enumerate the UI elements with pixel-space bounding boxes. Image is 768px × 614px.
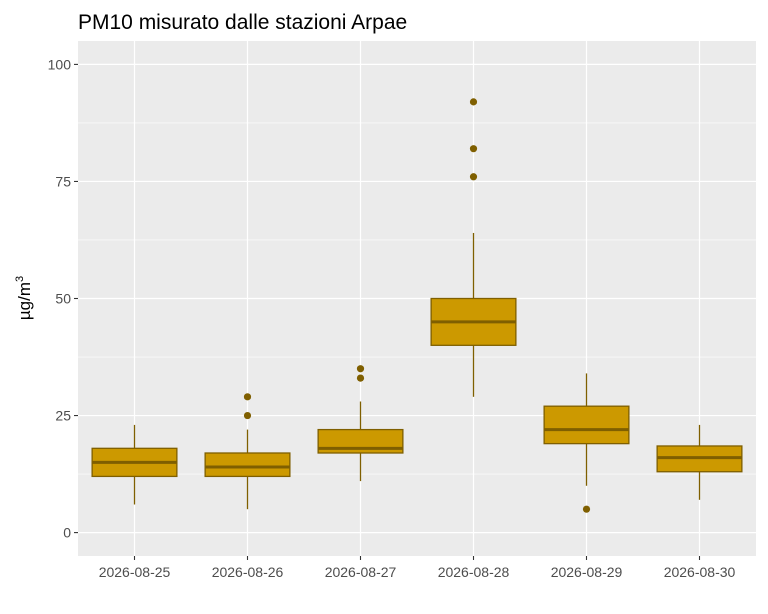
y-axis-title-superscript: 3 xyxy=(14,276,26,282)
x-tick-label: 2026-08-30 xyxy=(664,564,736,580)
x-tick-label: 2026-08-26 xyxy=(212,564,284,580)
y-axis-title: µg/m3 xyxy=(14,276,34,320)
y-tick-label: 100 xyxy=(48,56,72,72)
outlier-point xyxy=(469,145,478,153)
x-tick-label: 2026-08-27 xyxy=(325,564,397,580)
x-tick-label: 2026-08-28 xyxy=(438,564,510,580)
y-tick-label: 25 xyxy=(55,408,71,424)
outlier-point xyxy=(469,173,478,181)
y-axis: 0 25 50 75 100 xyxy=(48,56,78,541)
outlier-point xyxy=(582,505,591,513)
outlier-point xyxy=(356,365,365,373)
outlier-point xyxy=(243,411,252,420)
chart-title: PM10 misurato dalle stazioni Arpae xyxy=(78,11,407,34)
box-2026-08-28 xyxy=(430,98,517,397)
y-tick-label: 50 xyxy=(55,291,71,307)
box-2026-08-27 xyxy=(317,365,404,482)
box-2026-08-26 xyxy=(204,393,291,510)
outlier-point xyxy=(469,98,478,106)
box-2026-08-30 xyxy=(656,424,743,500)
x-tick-label: 2026-08-25 xyxy=(99,564,171,580)
outlier-point xyxy=(356,374,365,382)
box-2026-08-29 xyxy=(543,373,630,513)
y-tick-label: 75 xyxy=(55,173,71,189)
x-axis: 2026-08-25 2026-08-26 2026-08-27 2026-08-28… xyxy=(99,556,736,580)
y-axis-title-base: µg/m xyxy=(15,282,34,320)
iqr-box xyxy=(543,405,630,445)
x-tick-label: 2026-08-29 xyxy=(551,564,623,580)
box-2026-08-25 xyxy=(91,424,178,505)
box-series xyxy=(91,98,743,513)
iqr-box xyxy=(204,452,291,478)
outlier-point xyxy=(243,393,252,401)
y-tick-label: 0 xyxy=(63,525,71,541)
